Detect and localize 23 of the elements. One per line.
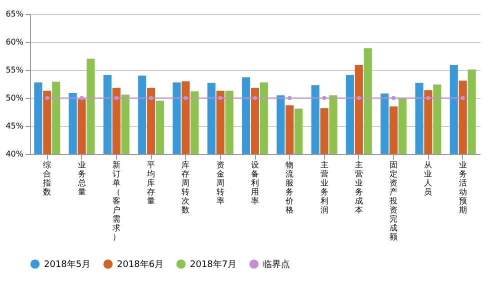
x-tick-label: 库存周转次数 bbox=[182, 160, 190, 214]
y-tick-label: 55% bbox=[6, 66, 24, 74]
y-tick-label: 45% bbox=[6, 122, 24, 130]
legend-label: 临界点 bbox=[263, 259, 290, 270]
x-tick-label: 从业人员 bbox=[424, 160, 432, 196]
x-tick-label: 平均库存量 bbox=[146, 160, 156, 206]
y-tick-label: 50% bbox=[6, 94, 24, 102]
legend-label: 2018年6月 bbox=[117, 259, 164, 270]
category-label: 新订单（客户需求） bbox=[112, 160, 120, 242]
x-tick-label: 综合指数 bbox=[42, 160, 52, 196]
x-tick-label: 主营业务利润 bbox=[320, 160, 328, 214]
x-tick-label: 主营业务成本 bbox=[354, 160, 363, 214]
x-tick-label: 业务总量 bbox=[76, 160, 86, 196]
x-tick-label: 物流服务价格 bbox=[284, 160, 294, 214]
category-label: 固定资产投资完成额 bbox=[390, 160, 398, 242]
y-tick-label: 40% bbox=[6, 150, 24, 158]
legend-label: 2018年5月 bbox=[44, 259, 91, 270]
y-tick-label: 60% bbox=[6, 38, 24, 46]
x-tick-label: 业务活动预期 bbox=[458, 160, 467, 214]
y-tick-label: 65% bbox=[6, 10, 24, 18]
x-tick-label: 设备利用率 bbox=[251, 160, 259, 206]
legend-label: 2018年7月 bbox=[190, 259, 237, 270]
x-tick-label: 资金周转率 bbox=[216, 160, 224, 206]
